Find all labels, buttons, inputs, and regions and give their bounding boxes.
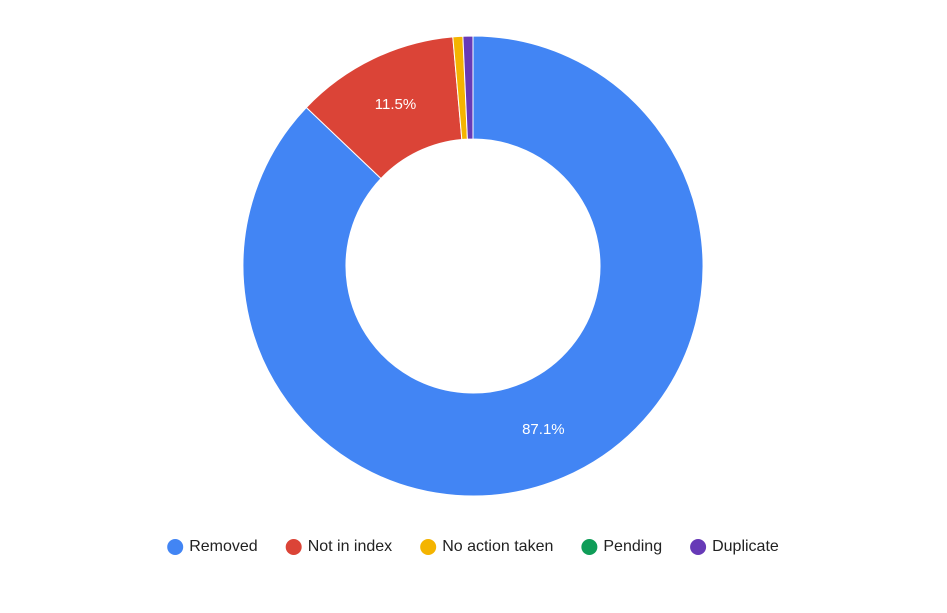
legend-marker <box>167 539 184 555</box>
legend-label: Not in index <box>308 538 393 555</box>
legend-label: No action taken <box>442 538 553 555</box>
value-label: 11.5% <box>375 96 416 113</box>
legend-marker <box>285 539 302 555</box>
legend-marker <box>581 539 598 555</box>
legend-marker <box>420 539 437 555</box>
legend-label: Pending <box>603 538 662 555</box>
legend-label: Removed <box>189 538 257 555</box>
value-label: 87.1% <box>522 421 565 438</box>
donut-slice <box>242 35 704 497</box>
donut-slice <box>462 35 474 140</box>
legend-label: Duplicate <box>712 538 779 555</box>
legend-marker <box>690 539 707 555</box>
